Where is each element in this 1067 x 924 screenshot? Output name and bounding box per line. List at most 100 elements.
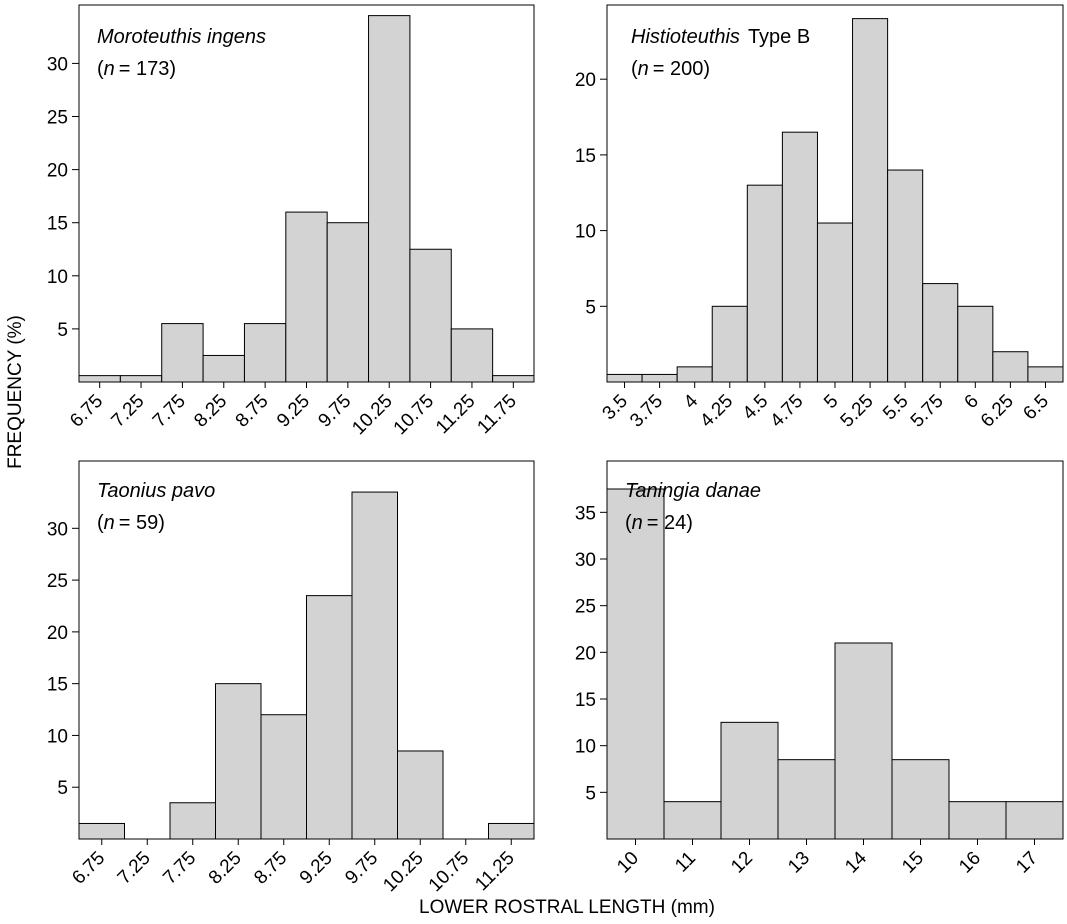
x-tick-label: 6.75	[66, 391, 107, 432]
x-tick-label: 8.25	[190, 391, 231, 432]
x-tick-label: 5.75	[907, 391, 948, 432]
species-label: Taningia danae	[625, 480, 761, 502]
x-tick-label: 9.75	[341, 848, 382, 889]
histogram-bar	[676, 366, 713, 383]
x-tick-label: 7.75	[149, 391, 190, 432]
paren-open: (	[631, 58, 638, 80]
x-tick-label: 17	[1012, 848, 1042, 878]
x-tick-label: 9.25	[296, 848, 337, 889]
species-name: Moroteuthis ingens	[97, 26, 266, 48]
sample-size-label: (n = 173)	[97, 58, 176, 80]
species-label: Taonius pavo	[97, 480, 215, 502]
x-tick-label: 16	[955, 848, 985, 878]
x-axis-title: LOWER ROSTRAL LENGTH (mm)	[419, 897, 715, 918]
x-tick-label: 6	[961, 391, 983, 413]
histogram-bar	[777, 759, 836, 840]
histogram-bar	[450, 328, 494, 383]
histogram-bar	[285, 211, 328, 383]
x-tick-label: 11.75	[473, 391, 520, 438]
y-tick-label: 5	[585, 297, 596, 318]
x-tick-label: 6.5	[1019, 391, 1053, 425]
sample-size-label: (n = 24)	[625, 512, 693, 534]
histogram-bar	[887, 169, 924, 383]
n-symbol: n	[632, 512, 643, 534]
y-tick-label: 20	[47, 161, 68, 182]
histogram-bar	[169, 802, 216, 840]
histogram-bar	[306, 595, 353, 840]
histogram-bar	[243, 323, 287, 383]
y-tick-label: 15	[575, 146, 596, 167]
x-tick-label: 3.75	[626, 391, 667, 432]
n-symbol: n	[104, 58, 115, 80]
x-tick-label: 5.5	[879, 391, 913, 425]
x-tick-label: 14	[841, 847, 871, 877]
histogram-bar	[834, 642, 893, 840]
histogram-bar	[78, 822, 125, 840]
sample-size-label: (n = 59)	[97, 512, 165, 534]
x-tick-label: 10.75	[425, 848, 473, 896]
histogram-bar	[816, 222, 854, 383]
histogram-bar	[202, 354, 245, 383]
y-tick-label: 10	[575, 222, 596, 243]
histogram-bar	[368, 15, 411, 383]
histogram-bar	[711, 305, 748, 383]
histogram-bar	[409, 248, 452, 383]
histogram-bar	[663, 801, 722, 840]
x-tick-label: 10	[613, 848, 643, 878]
n-value: = 173)	[119, 58, 176, 80]
histogram-bar	[746, 184, 783, 383]
histogram-bar	[397, 750, 444, 840]
y-tick-label: 35	[575, 503, 596, 524]
histogram-panel-4: 5 10 15 20 25 30 35 10 11 12 13 14 15 16 17 Taningia da…	[575, 460, 1064, 878]
n-value: = 200)	[653, 58, 710, 80]
paren-open: (	[97, 58, 104, 80]
y-tick-label: 5	[585, 783, 596, 804]
y-tick-label: 30	[47, 519, 68, 540]
y-axis-title: FREQUENCY (%)	[5, 315, 26, 469]
n-symbol: n	[638, 58, 649, 80]
x-tick-label: 15	[898, 848, 928, 878]
x-tick-label: 12	[727, 848, 757, 878]
species-label: Moroteuthis ingens	[97, 26, 266, 48]
y-tick-label: 5	[57, 320, 68, 341]
histogram-bar	[720, 721, 779, 840]
y-tick-label: 15	[575, 690, 596, 711]
histogram-bar	[606, 373, 643, 383]
species-name: Histioteuthis	[631, 26, 740, 48]
histogram-bar	[492, 375, 535, 383]
sample-size-label: (n = 200)	[631, 58, 710, 80]
x-tick-label: 3.5	[599, 391, 633, 425]
histogram-bar	[326, 222, 370, 383]
n-symbol: n	[104, 512, 115, 534]
species-name: Taonius pavo	[97, 480, 215, 502]
histogram-bar	[488, 822, 535, 840]
x-tick-label: 11.25	[432, 391, 479, 438]
histogram-bar	[948, 801, 1007, 840]
histogram-bar	[852, 18, 889, 383]
x-tick-label: 6.25	[977, 391, 1018, 432]
y-tick-label: 30	[47, 54, 68, 75]
x-tick-label: 7.75	[159, 848, 200, 889]
histogram-bar	[1027, 366, 1064, 383]
x-tick-label: 4.75	[766, 391, 807, 432]
y-tick-label: 15	[47, 675, 68, 696]
x-tick-label: 4.25	[696, 391, 737, 432]
x-tick-label: 8.75	[250, 848, 291, 889]
paren-open: (	[625, 512, 632, 534]
y-tick-label: 20	[575, 70, 596, 91]
x-tick-label: 11	[671, 848, 700, 877]
histogram-bar	[606, 488, 665, 840]
species-name: Taningia danae	[625, 480, 761, 502]
x-tick-label: 4	[680, 390, 703, 413]
y-tick-label: 25	[47, 571, 68, 592]
x-tick-label: 8.75	[232, 391, 273, 432]
x-tick-label: 9.25	[273, 391, 314, 432]
y-tick-label: 10	[47, 726, 68, 747]
histogram-bar	[781, 131, 818, 383]
paren-open: (	[97, 512, 104, 534]
histogram-bar	[922, 283, 959, 383]
